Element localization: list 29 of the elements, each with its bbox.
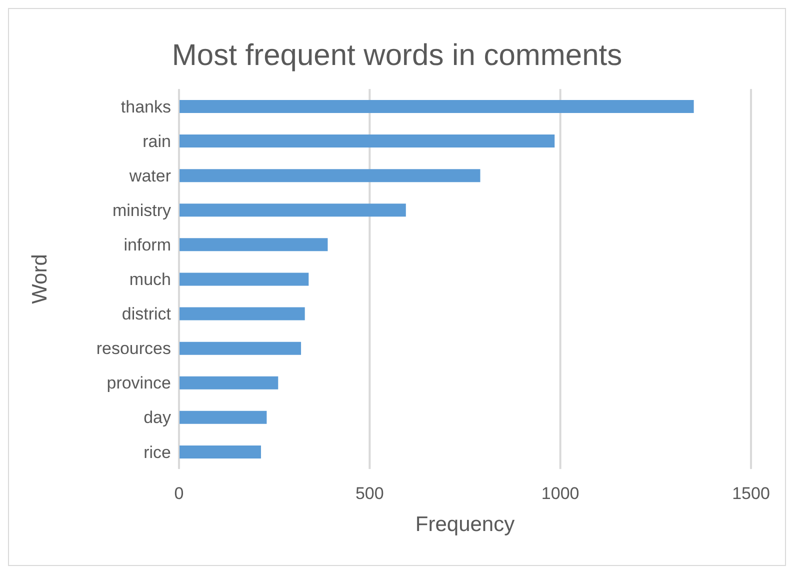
x-tick-label: 1000 [541, 484, 580, 504]
bar [179, 238, 328, 252]
y-tick-label: water [128, 166, 172, 186]
x-axis-title: Frequency [415, 513, 516, 536]
bar [179, 272, 309, 286]
y-tick-label: day [144, 408, 172, 428]
y-tick-label: inform [124, 235, 171, 254]
x-tick-label: 0 [174, 484, 184, 504]
bar [179, 445, 261, 458]
bar [179, 410, 267, 424]
y-tick-label: rain [142, 132, 171, 151]
bar [179, 100, 694, 113]
bar [179, 204, 406, 217]
x-tick-label: 500 [355, 484, 384, 504]
bar [179, 307, 305, 320]
bar [179, 169, 480, 182]
y-tick-label: resources [96, 339, 171, 358]
y-tick-label: much [129, 270, 171, 290]
y-axis-title: Word [28, 254, 52, 304]
bar [179, 342, 302, 355]
y-tick-label: thanks [120, 97, 171, 116]
y-tick-label: province [106, 374, 171, 393]
y-tick-label: ministry [112, 200, 172, 220]
x-tick-label: 1500 [732, 484, 770, 504]
y-tick-label: district [122, 304, 172, 324]
chart-title: Most frequent words in comments [170, 39, 624, 74]
bar [179, 134, 555, 148]
y-tick-label: rice [144, 442, 171, 462]
bar [179, 376, 278, 390]
